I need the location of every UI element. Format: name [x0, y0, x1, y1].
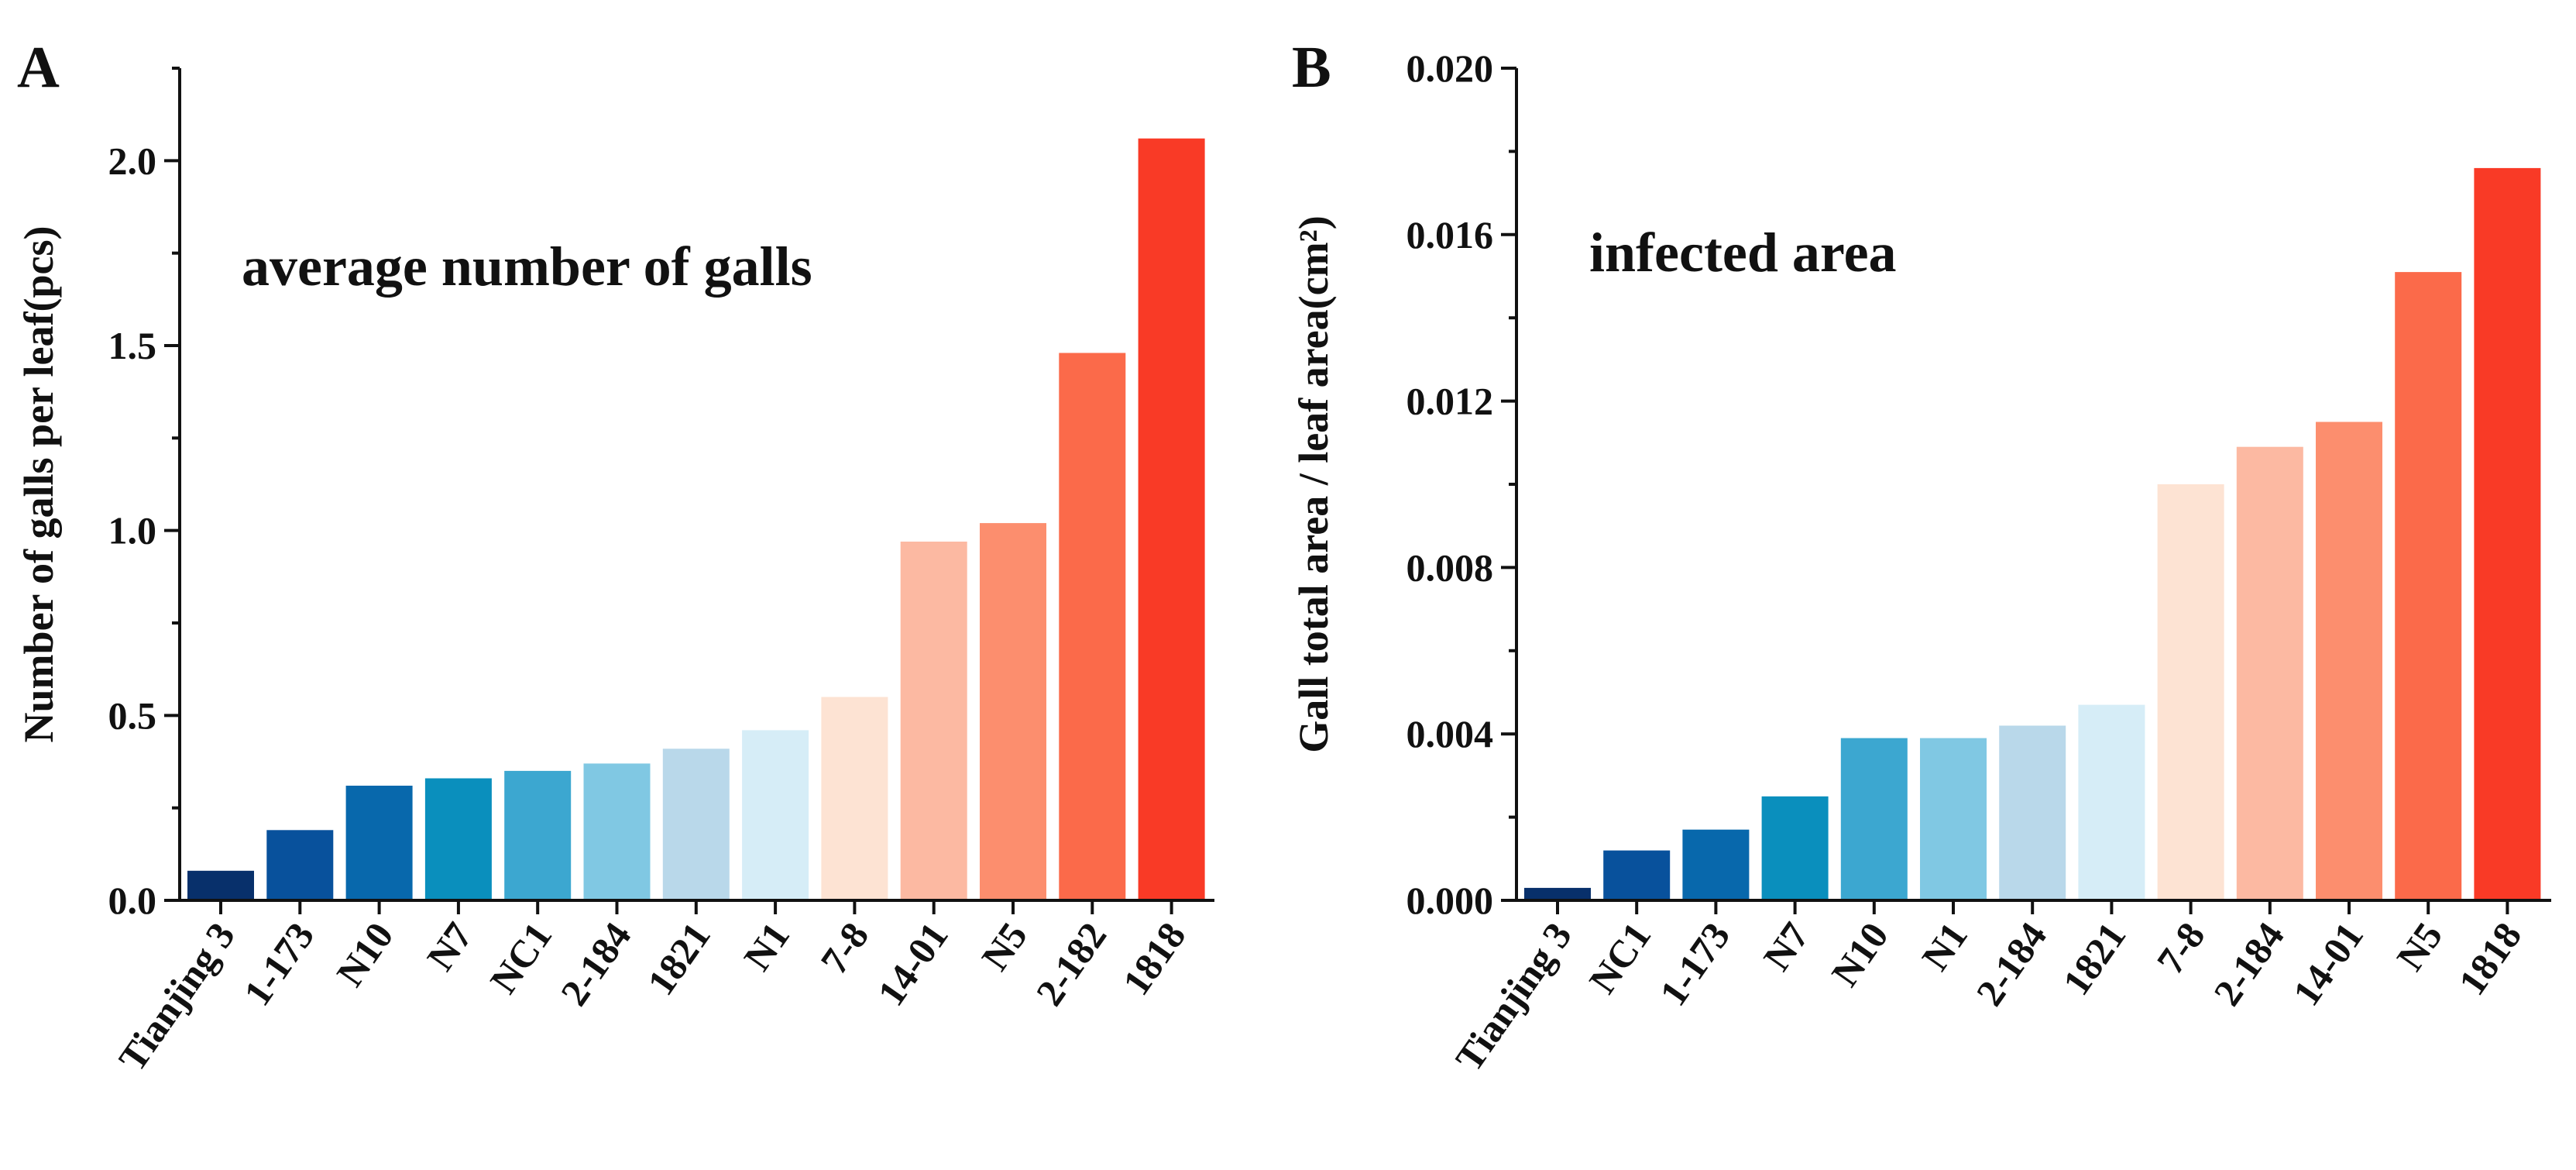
bar — [1603, 850, 1671, 900]
y-tick-label: 0.016 — [1406, 213, 1494, 256]
bar — [424, 778, 492, 900]
bar — [1920, 738, 1987, 900]
x-tick-label: 14-01 — [869, 914, 957, 1013]
chart-annotation: infected area — [1589, 222, 1897, 284]
chart-annotation: average number of galls — [242, 236, 812, 298]
y-axis-title: Gall total area / leaf area(cm²) — [1290, 215, 1337, 752]
bar — [187, 870, 254, 900]
bar — [742, 730, 809, 900]
bar — [662, 748, 730, 900]
x-tick-label: 7-8 — [812, 914, 877, 982]
y-tick-label: 0.004 — [1406, 712, 1494, 755]
bar — [266, 830, 334, 900]
x-tick-label: NC1 — [1581, 914, 1660, 1001]
x-tick-label: 2-182 — [1028, 914, 1115, 1013]
x-tick-label: N5 — [2388, 914, 2451, 978]
x-tick-label: Tianjing 3 — [1447, 914, 1580, 1079]
x-tick-label: 2-184 — [1967, 914, 2055, 1013]
x-tick-label: NC1 — [482, 914, 561, 1001]
y-tick-label: 0.020 — [1406, 46, 1494, 90]
y-tick-label: 1.0 — [108, 509, 157, 552]
bar — [1999, 725, 2066, 900]
y-tick-label: 0.0 — [108, 879, 157, 922]
bar — [1682, 829, 1750, 900]
x-tick-label: N1 — [735, 914, 798, 978]
panel-label: A — [17, 35, 60, 100]
panel-label: B — [1292, 35, 1331, 100]
bar — [1059, 353, 1126, 900]
y-tick-label: 0.5 — [108, 693, 157, 737]
bar — [2316, 422, 2382, 900]
x-tick-label: N10 — [328, 914, 401, 994]
x-tick-label: 1821 — [639, 914, 719, 1003]
x-tick-label: 14-01 — [2284, 914, 2372, 1013]
x-tick-label: N10 — [1823, 914, 1897, 994]
x-tick-label: Tianjing 3 — [110, 914, 243, 1079]
bar — [1138, 138, 1205, 900]
x-tick-label: 1818 — [1114, 914, 1194, 1003]
y-axis-title: Number of galls per leaf(pcs) — [15, 226, 62, 743]
bar — [821, 697, 888, 900]
y-tick-label: 0.000 — [1406, 879, 1494, 922]
y-tick-label: 0.008 — [1406, 545, 1494, 589]
bar — [2078, 704, 2145, 900]
bar — [2474, 167, 2541, 900]
bar — [2236, 446, 2303, 900]
x-tick-label: N1 — [1913, 914, 1976, 978]
x-tick-label: 1818 — [2450, 914, 2530, 1003]
x-tick-label: N5 — [973, 914, 1036, 978]
x-tick-label: N7 — [1755, 914, 1818, 978]
bar — [345, 786, 413, 900]
bar — [900, 542, 967, 900]
x-tick-label: N7 — [418, 914, 481, 978]
x-tick-label: 1-173 — [1651, 914, 1739, 1013]
bar — [1524, 887, 1591, 900]
bar — [1840, 738, 1908, 900]
x-tick-label: 2-184 — [552, 914, 640, 1013]
bar — [1761, 796, 1829, 901]
bar — [504, 770, 572, 900]
y-tick-label: 0.012 — [1406, 380, 1494, 423]
bar — [2395, 272, 2462, 901]
x-tick-label: 1-173 — [235, 914, 323, 1013]
bar — [2157, 484, 2224, 900]
bar — [583, 763, 651, 900]
x-tick-label: 7-8 — [2148, 914, 2214, 982]
y-tick-label: 1.5 — [108, 324, 157, 367]
y-tick-label: 2.0 — [108, 139, 157, 182]
x-tick-label: 1821 — [2054, 914, 2134, 1003]
x-tick-label: 2-184 — [2205, 914, 2293, 1013]
bar — [980, 523, 1046, 900]
